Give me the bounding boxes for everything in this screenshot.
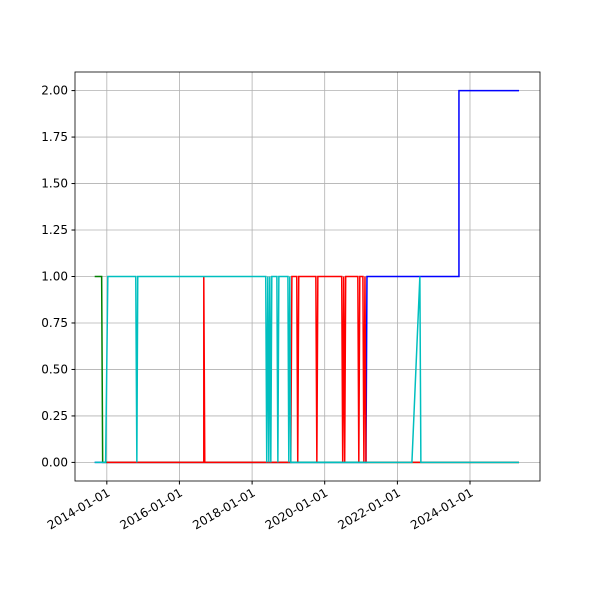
y-tick-label: 0.00 xyxy=(41,455,68,469)
y-tick-label: 1.75 xyxy=(41,130,68,144)
y-tick-label: 1.00 xyxy=(41,270,68,284)
plot-frame xyxy=(74,71,541,482)
y-tick-label: 0.25 xyxy=(41,409,68,423)
y-tick-label: 2.00 xyxy=(41,84,68,98)
series-line xyxy=(94,275,520,464)
y-tick-label: 0.75 xyxy=(41,316,68,330)
y-tick-label: 1.50 xyxy=(41,177,68,191)
y-tick-label: 1.25 xyxy=(41,223,68,237)
y-tick-label: 0.50 xyxy=(41,362,68,376)
